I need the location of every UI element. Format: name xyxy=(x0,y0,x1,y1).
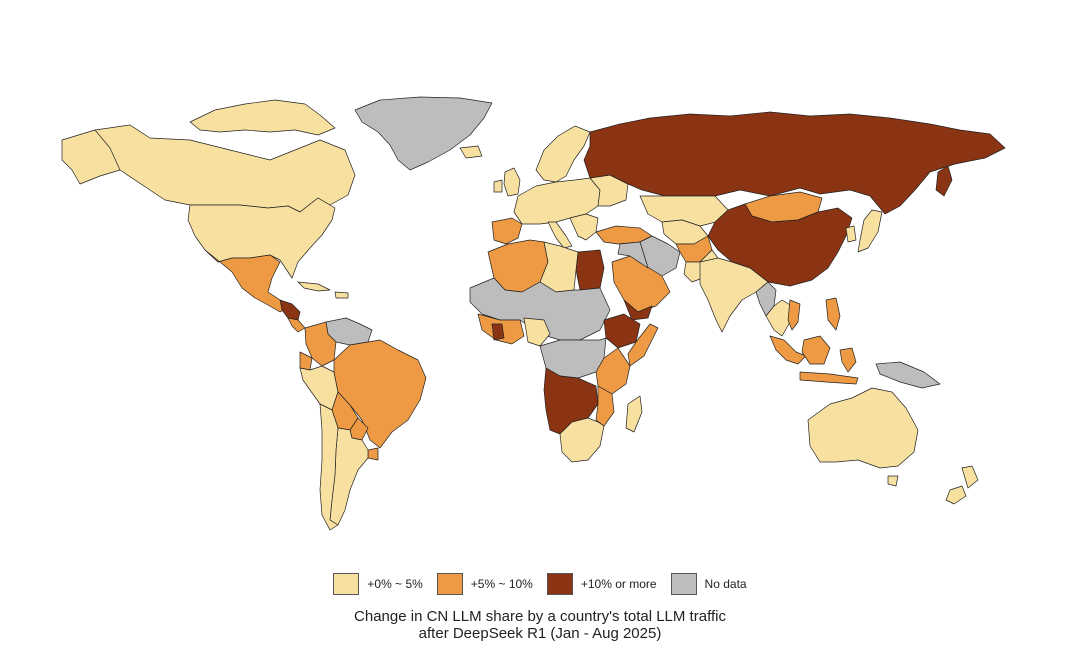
legend-item-low: +0% ~ 5% xyxy=(333,573,423,595)
legend-swatch-high xyxy=(546,573,573,595)
region-philippines xyxy=(825,297,841,331)
region-india xyxy=(699,257,769,333)
region-australia xyxy=(807,387,919,469)
region-russia xyxy=(583,111,1006,215)
region-korea xyxy=(845,225,857,243)
region-nz-south xyxy=(945,485,967,505)
region-kamchatka xyxy=(935,165,953,197)
region-yemen xyxy=(623,299,653,321)
region-central-america-high xyxy=(279,299,301,321)
region-ireland xyxy=(493,179,503,193)
region-japan xyxy=(857,209,883,253)
region-west-africa-high xyxy=(491,323,505,341)
region-egypt xyxy=(575,249,605,291)
caption-line-1: Change in CN LLM share by a country's to… xyxy=(354,608,726,625)
region-nigeria xyxy=(523,317,551,347)
map-legend: +0% ~ 5% +5% ~ 10% +10% or more No data xyxy=(0,573,1080,595)
region-borneo xyxy=(801,335,831,365)
legend-label-mid: +5% ~ 10% xyxy=(470,577,533,591)
region-ecuador xyxy=(299,351,313,371)
region-greenland xyxy=(354,96,493,171)
region-java xyxy=(799,371,859,385)
legend-label-high: +10% or more xyxy=(580,577,657,591)
legend-swatch-low xyxy=(333,573,360,595)
map-caption: Change in CN LLM share by a country's to… xyxy=(0,608,1080,642)
region-iceland xyxy=(459,145,483,159)
region-central-america-mid xyxy=(287,317,306,333)
region-italy xyxy=(547,221,573,249)
region-canada-islands xyxy=(189,99,336,136)
map-regions xyxy=(61,96,1006,531)
legend-swatch-mid xyxy=(436,573,463,595)
region-alaska xyxy=(61,129,121,185)
legend-item-mid: +5% ~ 10% xyxy=(436,573,533,595)
world-map-svg xyxy=(61,96,1006,531)
region-south-africa xyxy=(559,417,605,463)
region-dominican xyxy=(334,291,349,299)
legend-item-nodata: No data xyxy=(670,573,747,595)
region-tasmania xyxy=(887,475,899,487)
region-sulawesi xyxy=(839,347,857,373)
region-libya xyxy=(539,241,579,293)
region-new-guinea xyxy=(875,361,941,389)
legend-label-low: +0% ~ 5% xyxy=(367,577,423,591)
legend-swatch-nodata xyxy=(670,573,697,595)
region-chile xyxy=(319,403,339,531)
region-cuba xyxy=(297,281,331,292)
region-east-africa xyxy=(595,347,631,395)
region-scandinavia xyxy=(535,125,591,183)
region-peru xyxy=(299,365,339,411)
region-uk xyxy=(503,167,521,197)
region-iberia xyxy=(491,217,523,245)
region-iraq xyxy=(617,241,649,269)
region-uruguay xyxy=(367,447,379,461)
legend-label-nodata: No data xyxy=(704,577,747,591)
legend-item-high: +10% or more xyxy=(546,573,657,595)
region-nz-north xyxy=(961,465,979,489)
region-somalia xyxy=(627,323,659,367)
region-madagascar xyxy=(625,395,643,433)
region-malaysia xyxy=(769,335,807,365)
region-vietnam xyxy=(787,299,801,331)
region-balkans xyxy=(569,213,599,241)
region-canada xyxy=(94,124,356,213)
region-europe-central xyxy=(513,177,601,225)
caption-line-2: after DeepSeek R1 (Jan - Aug 2025) xyxy=(418,625,662,642)
